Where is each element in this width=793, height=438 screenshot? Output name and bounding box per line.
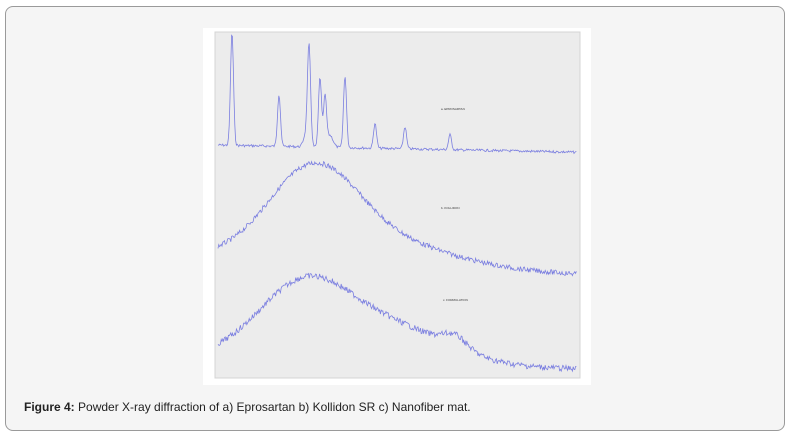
figure-caption: Figure 4: Powder X-ray diffraction of a)… [24, 400, 471, 414]
caption-text: Powder X-ray diffraction of a) Eprosarta… [78, 400, 471, 414]
plot-area [214, 31, 581, 379]
caption-label: Figure 4: [24, 400, 75, 414]
trace-label: a. EPROSARTAN [441, 107, 465, 111]
xrd-trace [217, 272, 577, 373]
xrd-plot: a. EPROSARTAN b. KOLLIDON c. FORMULATION [214, 31, 581, 379]
trace-label: b. KOLLIDON [441, 206, 460, 210]
xrd-trace [217, 34, 577, 155]
figure-image: a. EPROSARTAN b. KOLLIDON c. FORMULATION [203, 28, 591, 385]
trace-label: c. FORMULATION [443, 298, 468, 302]
xrd-trace [217, 160, 577, 277]
